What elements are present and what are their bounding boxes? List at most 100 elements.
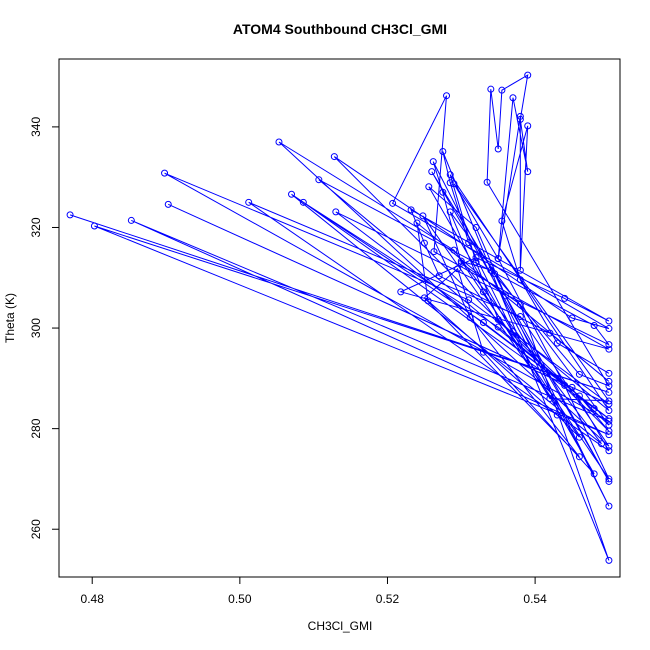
data-point [454,265,462,273]
data-point [524,122,532,130]
data-point [315,176,323,184]
data-point [605,556,613,564]
y-tick-label: 300 [29,318,43,338]
data-point [419,212,427,220]
data-point [605,341,613,349]
data-point [509,328,517,336]
data-point [446,208,454,216]
data-point [605,388,613,396]
data-point [605,325,613,333]
y-tick-label: 260 [29,519,43,539]
data-point [509,94,517,102]
data-point [407,206,415,214]
data-point [590,470,598,478]
data-point [516,300,524,308]
data-point [575,453,583,461]
x-tick-label: 0.48 [81,592,105,606]
data-point [516,276,524,284]
data-point [472,258,480,266]
data-point [605,400,613,408]
data-point [389,199,397,207]
x-tick-label: 0.50 [228,592,252,606]
data-point [479,348,487,356]
data-point [590,322,598,330]
data-point [516,115,524,123]
data-point [487,266,495,274]
data-point [494,316,502,324]
data-point [446,171,454,179]
data-point [479,288,487,296]
data-point [487,85,495,93]
x-axis: 0.48 0.50 0.52 0.54 [81,577,547,606]
y-axis-label: Theta (K) [3,293,17,343]
data-point [494,323,502,331]
y-axis: 260 280 300 320 340 [29,117,59,539]
data-point [524,71,532,79]
data-point [443,92,451,100]
data-line [69,74,611,561]
data-point [465,296,473,304]
y-tick-label: 340 [29,117,43,137]
data-point [66,211,74,219]
data-point [553,411,561,419]
data-point [494,255,502,263]
data-point [90,222,98,230]
series-line [66,71,613,564]
x-tick-label: 0.54 [523,592,547,606]
data-point [590,405,598,413]
data-point [498,217,506,225]
chart-title: ATOM4 Southbound CH3Cl_GMI [233,21,447,37]
data-point [605,431,613,439]
data-point [516,312,524,320]
data-point [494,145,502,153]
data-point [575,392,583,400]
data-point [605,442,613,450]
data-point [332,208,340,216]
data-point [466,313,474,321]
data-point [605,345,613,353]
data-point [299,198,307,206]
y-tick-label: 320 [29,217,43,237]
data-point [457,259,465,267]
data-point [546,329,554,337]
data-point [605,417,613,425]
data-point [605,377,613,385]
data-point [428,168,436,176]
data-point [605,475,613,483]
data-point [605,369,613,377]
data-point [561,381,569,389]
data-point [465,239,473,247]
data-point [575,433,583,441]
data-point [568,383,576,391]
data-point [605,447,613,455]
data-point [524,168,532,176]
data-point [435,272,443,280]
data-point [516,266,524,274]
data-point [446,179,454,187]
data-point [127,216,135,224]
data-point [598,440,606,448]
data-point [605,477,613,485]
data-point [472,254,480,262]
data-point [164,200,172,208]
data-point [439,148,447,156]
data-point [546,394,554,402]
plot-frame [58,58,621,578]
data-point [457,257,465,265]
data-point [413,219,421,227]
data-point [575,370,583,378]
data-point [553,339,561,347]
data-point [568,314,576,322]
data-point [472,223,480,231]
data-point [420,294,428,302]
data-point [429,158,437,166]
data-point [502,292,510,300]
x-axis-label: CH3Cl_GMI [308,619,373,633]
data-point [288,190,296,198]
data-point [275,138,283,146]
data-point [479,319,487,327]
data-point [397,288,405,296]
data-point [450,246,458,254]
data-point [561,294,569,302]
data-point [605,421,613,429]
